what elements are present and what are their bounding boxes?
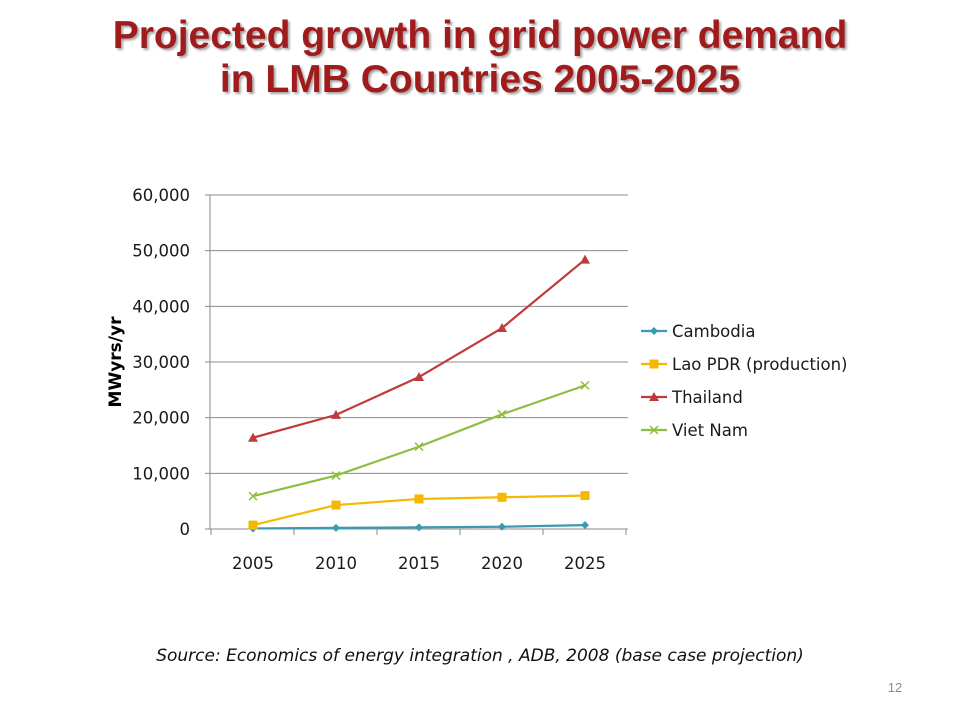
source-caption: Source: Economics of energy integration … xyxy=(156,646,804,666)
legend-swatch-marker xyxy=(649,359,659,369)
data-point-lao-pdr-production xyxy=(331,500,341,510)
marker-stroke xyxy=(248,491,258,501)
data-point-lao-pdr-production xyxy=(414,494,424,504)
legend-swatch-marker xyxy=(649,392,659,401)
x-tick-label: 2005 xyxy=(232,554,274,573)
legend-item-thailand: Thailand xyxy=(641,388,743,407)
x-tick-label: 2020 xyxy=(481,554,523,573)
data-point-viet-nam xyxy=(331,471,341,481)
data-point-thailand xyxy=(248,432,258,442)
data-point-viet-nam xyxy=(580,380,590,390)
x-tick-label: 2010 xyxy=(315,554,357,573)
page-number: 12 xyxy=(887,680,903,695)
x-tick-label: 2015 xyxy=(398,554,440,573)
y-tick-labels: 0 10,000 20,000 30,000 40,000 50,000 60,000 xyxy=(132,186,190,539)
series-lines xyxy=(248,254,590,533)
y-tick-label: 50,000 xyxy=(132,242,190,261)
data-point-lao-pdr-production xyxy=(497,492,507,502)
data-point-thailand xyxy=(497,323,507,333)
y-axis-title: MWyrs/yr xyxy=(106,316,126,408)
data-point-cambodia xyxy=(498,522,506,531)
y-tick-label: 30,000 xyxy=(132,353,190,372)
marker-stroke xyxy=(497,409,507,419)
legend-label: Thailand xyxy=(671,388,743,407)
slide-title-line-1: Projected growth in grid power demand xyxy=(112,14,848,57)
y-tick-label: 0 xyxy=(180,520,191,539)
x-tick-labels: 2005 2010 2015 2020 2025 xyxy=(232,554,606,573)
legend-label: Cambodia xyxy=(672,322,755,341)
legend-item-viet-nam: Viet Nam xyxy=(641,421,748,440)
marker-stroke xyxy=(580,380,590,390)
marker-stroke xyxy=(414,442,424,452)
y-tick-label: 40,000 xyxy=(132,297,190,316)
marker-stroke xyxy=(331,471,341,481)
slide-title: Projected growth in grid power demand in… xyxy=(0,14,960,102)
data-point-thailand xyxy=(580,254,590,264)
y-tick-label: 10,000 xyxy=(132,464,190,483)
slide-title-line-2: in LMB Countries 2005-2025 xyxy=(219,58,741,101)
data-point-cambodia xyxy=(581,521,589,530)
gridlines xyxy=(205,194,628,535)
series-line-thailand xyxy=(252,258,586,439)
y-tick-label: 60,000 xyxy=(132,186,190,205)
data-point-cambodia xyxy=(332,523,340,532)
legend-label: Viet Nam xyxy=(672,421,748,440)
legend-swatch-marker xyxy=(649,425,659,435)
data-point-viet-nam xyxy=(497,409,507,419)
data-point-viet-nam xyxy=(414,442,424,452)
legend: Cambodia Lao PDR (production) Thailand Viet… xyxy=(641,322,847,440)
data-point-viet-nam xyxy=(248,491,258,501)
legend-item-lao-pdr-production: Lao PDR (production) xyxy=(641,355,847,374)
data-point-thailand xyxy=(331,409,341,419)
marker-stroke xyxy=(649,425,659,435)
y-tick-label: 20,000 xyxy=(132,409,190,428)
legend-swatch-marker xyxy=(650,327,658,335)
series-line-viet-nam xyxy=(252,384,586,498)
data-point-thailand xyxy=(414,372,424,382)
x-tick-label: 2025 xyxy=(564,554,606,573)
data-point-cambodia xyxy=(415,523,423,532)
legend-item-cambodia: Cambodia xyxy=(641,322,755,341)
data-point-lao-pdr-production xyxy=(248,520,258,530)
legend-label: Lao PDR (production) xyxy=(672,355,847,374)
data-point-lao-pdr-production xyxy=(580,491,590,501)
